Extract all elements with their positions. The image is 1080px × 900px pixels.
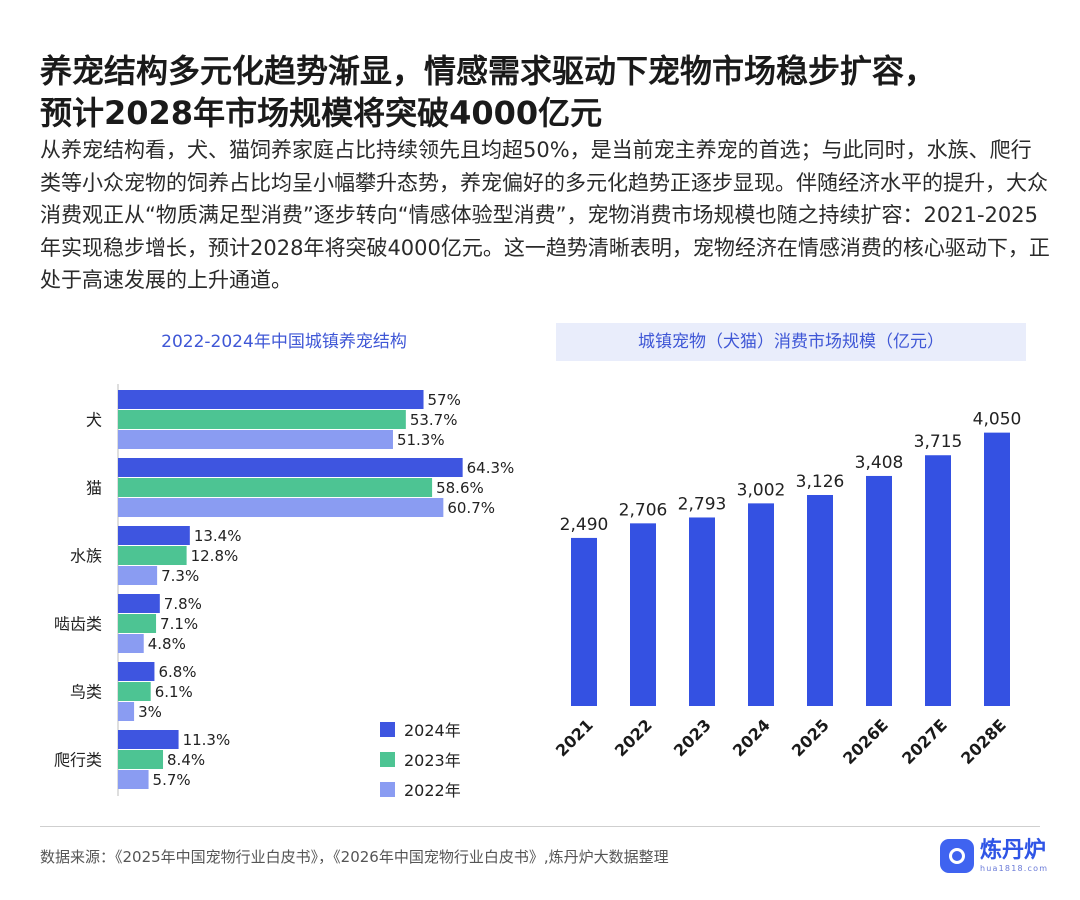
bar-2-1 [118,546,187,565]
brand-logo: 炼丹炉 hua1818.com [940,835,1052,879]
page-title-line-2: 预计2028年市场规模将突破4000亿元 [40,94,603,132]
bar-2-2 [118,566,158,585]
bar-0-1 [118,410,406,429]
bar-label-3-1: 7.1% [160,615,198,633]
bar-3-0 [118,594,160,613]
bar-5-2 [118,770,149,789]
logo-url: hua1818.com [980,864,1049,873]
bar-1-2 [118,498,444,517]
right-chart-title: 城镇宠物（犬猫）消费市场规模（亿元） [556,323,1026,361]
category-label-5: 爬行类 [54,751,102,770]
bar-label-1-0: 64.3% [467,459,515,477]
bar-label-5-2: 5.7% [153,771,191,789]
bar-value-0: 2,490 [560,515,609,535]
x-tick-label-4: 2025 [788,715,833,760]
bar-5-0 [118,730,179,749]
bar-value-4: 3,126 [796,472,845,492]
bar-5 [866,475,892,706]
bar-7 [984,432,1010,706]
bar-value-1: 2,706 [619,500,668,520]
legend-swatch-2 [380,782,395,797]
category-label-4: 鸟类 [70,683,102,702]
bar-label-2-2: 7.3% [161,567,199,585]
legend-label-1: 2023年 [404,751,461,770]
bar-1-0 [118,458,463,477]
bar-1-1 [118,478,433,497]
bar-4-1 [118,682,151,701]
footer-divider [40,826,1040,827]
legend-label-2: 2022年 [404,781,461,800]
logo-name: 炼丹炉 [980,838,1047,863]
category-label-1: 猫 [86,479,102,498]
left-chart-title: 2022-2024年中国城镇养宠结构 [161,332,407,352]
bar-label-4-1: 6.1% [155,683,193,701]
x-tick-label-0: 2021 [552,715,597,760]
logo-icon [940,839,974,873]
bar-value-3: 3,002 [737,480,786,500]
intro-paragraph: 从养宠结构看，犬、猫饲养家庭占比持续领先且均超50%，是当前宠主养宠的首选；与此… [40,138,1050,292]
bar-3-1 [118,614,157,633]
bar-2 [689,517,715,706]
bar-4 [807,494,833,706]
bar-value-2: 2,793 [678,494,727,514]
bar-label-4-2: 3% [138,703,162,721]
bar-label-3-2: 4.8% [148,635,186,653]
bar-4-2 [118,702,135,721]
x-tick-label-7: 2028E [957,715,1010,768]
bar-label-2-1: 12.8% [191,547,239,565]
bar-value-7: 4,050 [973,410,1022,430]
legend-swatch-0 [380,722,395,737]
bar-label-5-0: 11.3% [183,731,231,749]
bar-label-5-1: 8.4% [167,751,205,769]
bar-2-0 [118,526,190,545]
bar-4-0 [118,662,155,681]
bar-label-3-0: 7.8% [164,595,202,613]
bar-value-5: 3,408 [855,453,904,473]
bar-label-4-0: 6.8% [158,663,196,681]
bar-6 [925,455,951,706]
x-tick-label-3: 2024 [729,715,774,760]
legend-label-0: 2024年 [404,721,461,740]
pet-structure-chart: 犬 57% 53.7% 51.3% 猫 64.3% 58.6% 60.7% 水族 13.4% 12.… [54,384,515,800]
page-title: 养宠结构多元化趋势渐显，情感需求驱动下宠物市场稳步扩容， 预计2028年市场规模… [40,50,1050,134]
x-tick-label-1: 2022 [611,715,656,760]
bar-0 [571,537,597,706]
bar-label-1-2: 60.7% [447,499,495,517]
page-title-line-1: 养宠结构多元化趋势渐显，情感需求驱动下宠物市场稳步扩容， [40,52,937,90]
bar-label-0-0: 57% [428,391,461,409]
bar-label-2-0: 13.4% [194,527,242,545]
bar-1 [630,523,656,706]
bar-label-0-1: 53.7% [410,411,458,429]
x-tick-label-6: 2027E [898,715,951,768]
bar-value-6: 3,715 [914,432,963,452]
bar-label-1-1: 58.6% [436,479,484,497]
x-tick-label-5: 2026E [839,715,892,768]
bar-3-2 [118,634,144,653]
market-size-chart: 2,490 2021 2,706 2022 2,793 2023 3,002 2024 3,12… [552,410,1022,768]
category-label-3: 啮齿类 [54,615,102,634]
bar-label-0-2: 51.3% [397,431,445,449]
bar-3 [748,503,774,706]
bar-0-0 [118,390,424,409]
data-source: 数据来源：《2025年中国宠物行业白皮书》，《2026年中国宠物行业白皮书》,炼… [40,848,669,866]
bar-0-2 [118,430,393,449]
category-label-0: 犬 [86,411,102,430]
x-tick-label-2: 2023 [670,715,715,760]
legend-swatch-1 [380,752,395,767]
category-label-2: 水族 [70,547,102,566]
bar-5-1 [118,750,164,769]
